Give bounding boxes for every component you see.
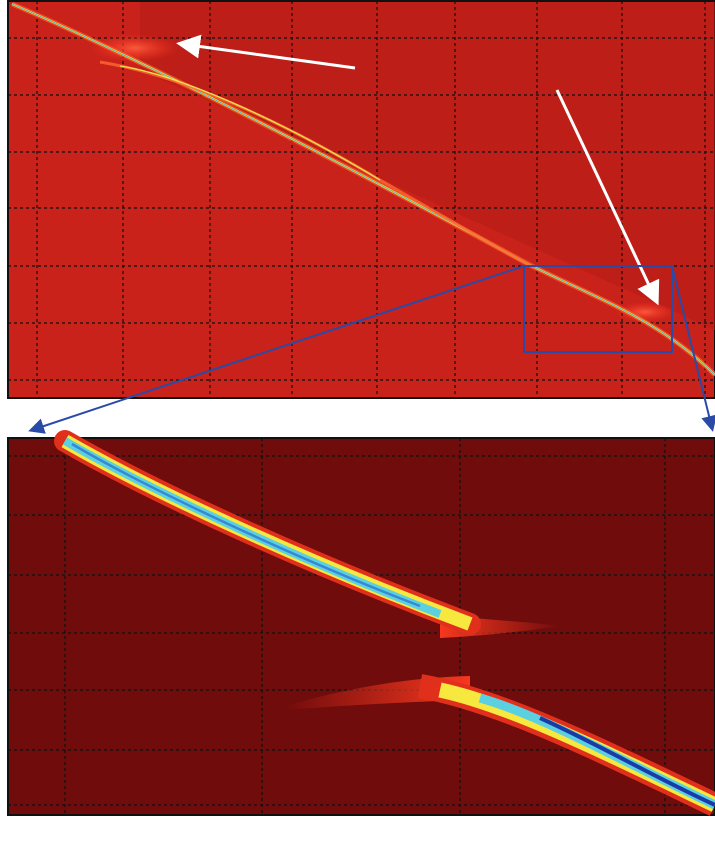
figure [0, 0, 715, 841]
overview-panel [8, 1, 715, 398]
zoom-panel [8, 438, 715, 815]
page: (() => { const data = JSON.parse(documen… [0, 0, 715, 841]
